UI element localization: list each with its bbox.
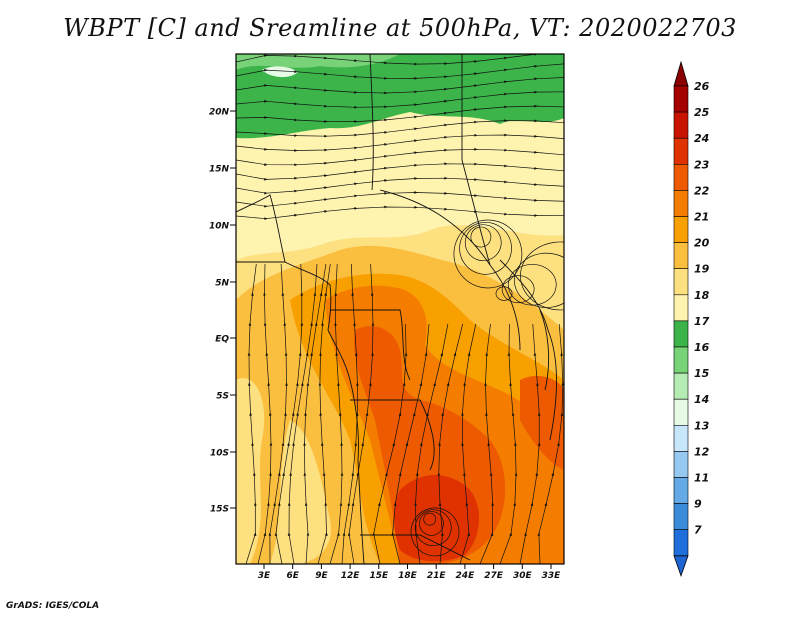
wbpt-field-24-25 (394, 475, 480, 562)
streamline (245, 263, 257, 564)
streamline (459, 323, 477, 564)
streamline (329, 263, 344, 564)
lon-label: 30E (513, 571, 533, 581)
lon-label: 18E (398, 571, 418, 581)
lon-label: 27E (484, 571, 504, 581)
lon-label: 12E (341, 571, 361, 581)
lon-label: 24E (456, 571, 476, 581)
streamline (459, 221, 512, 275)
longitude-labels: 3E 6E 9E 12E 15E 18E 21E 24E 27E 30E 33E (258, 564, 561, 581)
streamline (236, 191, 564, 208)
colorbar-label: 25 (694, 106, 710, 119)
streamline (347, 263, 375, 564)
colorbar-swatch (673, 242, 689, 270)
colorbar-label: 24 (694, 132, 709, 145)
map-frame (235, 53, 565, 565)
colorbar-label: 14 (694, 393, 709, 406)
colorbar-bottom-arrow (673, 555, 689, 578)
colorbar-top-arrow (673, 60, 689, 87)
streamline (470, 226, 492, 248)
lon-label: 15E (369, 571, 389, 581)
colorbar-swatch (673, 164, 689, 191)
colorbar-label: 21 (694, 211, 709, 224)
colorbar-label: 13 (694, 419, 710, 432)
colorbar-label: 11 (694, 472, 709, 485)
streamline (537, 323, 564, 564)
colorbar-label: 16 (694, 341, 710, 354)
lon-label: 3E (258, 571, 271, 581)
streamline (513, 252, 564, 308)
colorbar-label: 12 (694, 445, 710, 458)
streamline (507, 264, 557, 306)
streamline (520, 241, 564, 311)
streamline (414, 509, 452, 547)
colorbar-swatch (673, 398, 689, 426)
colorbar-label: 7 (694, 524, 702, 537)
colorbar-swatch (673, 346, 689, 374)
colorbar-swatch (673, 85, 689, 113)
colorbar-swatch (673, 477, 689, 504)
lon-label: 6E (286, 571, 299, 581)
lon-label: 33E (542, 571, 562, 581)
latitude-labels: 20N 15N 10N 5N EQ 5S 10S 15S (209, 108, 236, 515)
lat-label: 15S (210, 505, 229, 515)
colorbar-label: 22 (694, 184, 710, 197)
lon-label: 9E (315, 571, 328, 581)
streamline (419, 511, 444, 536)
colorbar-label: 18 (694, 289, 710, 302)
colorbar-swatch (673, 424, 689, 452)
streamline (410, 507, 460, 557)
colorbar-label: 17 (694, 315, 710, 328)
streamlines (236, 54, 564, 564)
colorbar-swatch (673, 294, 689, 322)
colorbar-swatch (673, 268, 689, 296)
streamline (236, 54, 541, 66)
colorbar-swatch (673, 111, 689, 139)
colorbar-label: 15 (694, 367, 710, 380)
streamline (317, 263, 331, 564)
colorbar-swatch (673, 190, 689, 217)
colorbar-swatch (673, 372, 689, 400)
streamline (499, 323, 518, 564)
lat-label: 10N (209, 222, 230, 232)
colorbar-label: 20 (694, 237, 710, 250)
streamline (464, 224, 502, 262)
streamline (495, 286, 513, 301)
colorbar-swatch (673, 216, 689, 243)
colorbar: 26 25 24 23 22 21 20 19 18 17 16 15 14 13 12 11 9 7 (673, 60, 710, 578)
colorbar-swatch (673, 451, 689, 478)
colorbar-swatch (673, 137, 689, 165)
streamline (479, 323, 495, 564)
colorbar-label: 9 (694, 498, 702, 511)
colorbar-swatch (673, 320, 689, 348)
lon-label: 21E (427, 571, 447, 581)
streamline (236, 205, 564, 221)
lat-label: EQ (215, 335, 229, 345)
lat-label: 20N (209, 108, 230, 118)
page-title: WBPT [C] and Sreamline at 500hPa, VT: 20… (63, 14, 737, 42)
software-credit: GrADS: IGES/COLA (6, 601, 100, 611)
lat-label: 10S (210, 449, 229, 459)
streamline (437, 323, 464, 564)
colorbar-label: 23 (694, 158, 710, 171)
lat-label: 5S (216, 392, 229, 402)
colorbar-swatch (673, 529, 689, 557)
colorbar-label: 19 (694, 263, 710, 276)
colorbar-swatch (673, 503, 689, 531)
streamline (453, 219, 523, 289)
streamline (423, 512, 437, 526)
streamline (501, 275, 535, 304)
lat-label: 5N (215, 279, 229, 289)
map-plot-area (236, 54, 564, 564)
streamline (303, 263, 327, 564)
lat-label: 15N (209, 165, 230, 175)
colorbar-label: 26 (694, 80, 710, 93)
